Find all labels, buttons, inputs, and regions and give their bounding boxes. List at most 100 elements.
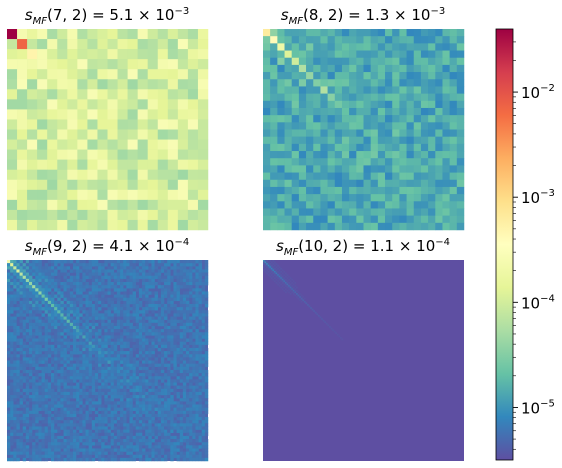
heatmap-cell xyxy=(164,338,168,342)
heatmap-cell xyxy=(41,417,45,421)
heatmap-cell xyxy=(72,329,77,333)
heatmap-cell xyxy=(160,338,165,342)
heatmap-cell xyxy=(428,165,436,173)
heatmap-cell xyxy=(129,300,133,305)
heatmap-cell xyxy=(170,344,174,349)
heatmap-cell xyxy=(306,208,314,216)
heatmap-cell xyxy=(47,272,52,276)
heatmap-cell xyxy=(7,354,11,358)
heatmap-cell xyxy=(113,344,118,349)
heatmap-cell xyxy=(116,269,121,273)
heatmap-cell xyxy=(195,285,199,289)
heatmap-cell xyxy=(186,300,190,305)
heatmap-cell xyxy=(173,347,177,352)
heatmap-cell xyxy=(186,354,190,358)
heatmap-cell xyxy=(101,445,105,449)
heatmap-cell xyxy=(116,376,121,380)
heatmap-cell xyxy=(91,420,96,424)
heatmap-cell xyxy=(291,100,300,109)
heatmap-cell xyxy=(291,158,300,166)
heatmap-cell xyxy=(377,107,386,116)
heatmap-cell xyxy=(173,316,177,320)
heatmap-cell xyxy=(263,57,271,66)
heatmap-cell xyxy=(189,338,193,342)
heatmap-cell xyxy=(151,401,155,405)
heatmap-cell xyxy=(138,442,143,446)
heatmap-cell xyxy=(113,420,118,424)
heatmap-cell xyxy=(66,401,71,405)
heatmap-cell xyxy=(7,59,18,70)
heatmap-cell xyxy=(428,43,436,51)
heatmap-cell xyxy=(186,429,190,433)
heatmap-cell xyxy=(195,439,199,443)
heatmap-cell xyxy=(320,122,328,130)
heatmap-cell xyxy=(107,410,111,415)
heatmap-cell xyxy=(160,426,165,430)
heatmap-cell xyxy=(60,417,64,421)
heatmap-cell xyxy=(79,341,83,346)
heatmap-cell xyxy=(456,201,465,209)
heatmap-cell xyxy=(28,335,33,339)
heatmap-cell xyxy=(63,398,67,402)
heatmap-cell xyxy=(170,363,174,368)
heatmap-cell xyxy=(50,325,55,330)
heatmap-cell xyxy=(341,222,350,231)
heatmap-cell xyxy=(57,454,61,459)
heatmap-cell xyxy=(201,379,206,383)
heatmap-cell xyxy=(25,445,30,449)
heatmap-cell xyxy=(16,376,20,380)
heatmap-cell xyxy=(195,366,199,371)
heatmap-cell xyxy=(392,86,400,94)
heatmap-cell xyxy=(179,332,184,336)
heatmap-cell xyxy=(201,457,206,462)
heatmap-cell xyxy=(85,310,89,314)
heatmap-cell xyxy=(57,420,61,424)
heatmap-cell xyxy=(50,319,55,324)
heatmap-cell xyxy=(132,448,137,452)
heatmap-cell xyxy=(160,366,165,371)
heatmap-cell xyxy=(195,294,199,298)
heatmap-cell xyxy=(138,335,143,339)
heatmap-cell xyxy=(7,89,18,100)
heatmap-cell xyxy=(132,310,137,314)
heatmap-cell xyxy=(97,39,108,50)
heatmap-cell xyxy=(28,319,33,324)
heatmap-cell xyxy=(204,376,209,380)
heatmap-cell xyxy=(363,86,371,94)
heatmap-cell xyxy=(145,325,149,330)
heatmap-cell xyxy=(291,136,300,145)
heatmap-cell xyxy=(164,423,168,427)
heatmap-cell xyxy=(54,285,58,289)
heatmap-cell xyxy=(28,341,33,346)
heatmap-cell xyxy=(442,122,450,130)
heatmap-cell xyxy=(291,179,300,188)
heatmap-cell xyxy=(60,401,64,405)
heatmap-cell xyxy=(85,448,89,452)
heatmap-cell xyxy=(204,420,209,424)
heatmap-cell xyxy=(167,410,171,415)
heatmap-cell xyxy=(167,179,179,191)
heatmap-cell xyxy=(167,269,171,273)
heatmap-cell xyxy=(82,275,86,280)
heatmap-cell xyxy=(113,275,118,280)
heatmap-cell xyxy=(189,439,193,443)
heatmap-cell xyxy=(38,429,42,433)
heatmap-cell xyxy=(110,266,115,270)
heatmap-cell xyxy=(38,263,42,267)
heatmap-cell xyxy=(123,303,127,308)
heatmap-cell xyxy=(107,429,111,433)
heatmap-cell xyxy=(406,122,414,130)
heatmap-cell xyxy=(148,313,152,317)
heatmap-cell xyxy=(186,297,190,302)
heatmap-cell xyxy=(7,278,11,283)
heatmap-cell xyxy=(127,129,138,140)
heatmap-cell xyxy=(44,360,49,364)
heatmap-cell xyxy=(142,322,146,327)
heatmap-cell xyxy=(123,291,127,295)
heatmap-cell xyxy=(167,319,171,324)
heatmap-cell xyxy=(88,285,93,289)
heatmap-cell xyxy=(10,454,14,459)
heatmap-cell xyxy=(91,319,96,324)
heatmap-cell xyxy=(167,395,171,399)
heatmap-cell xyxy=(142,288,146,292)
